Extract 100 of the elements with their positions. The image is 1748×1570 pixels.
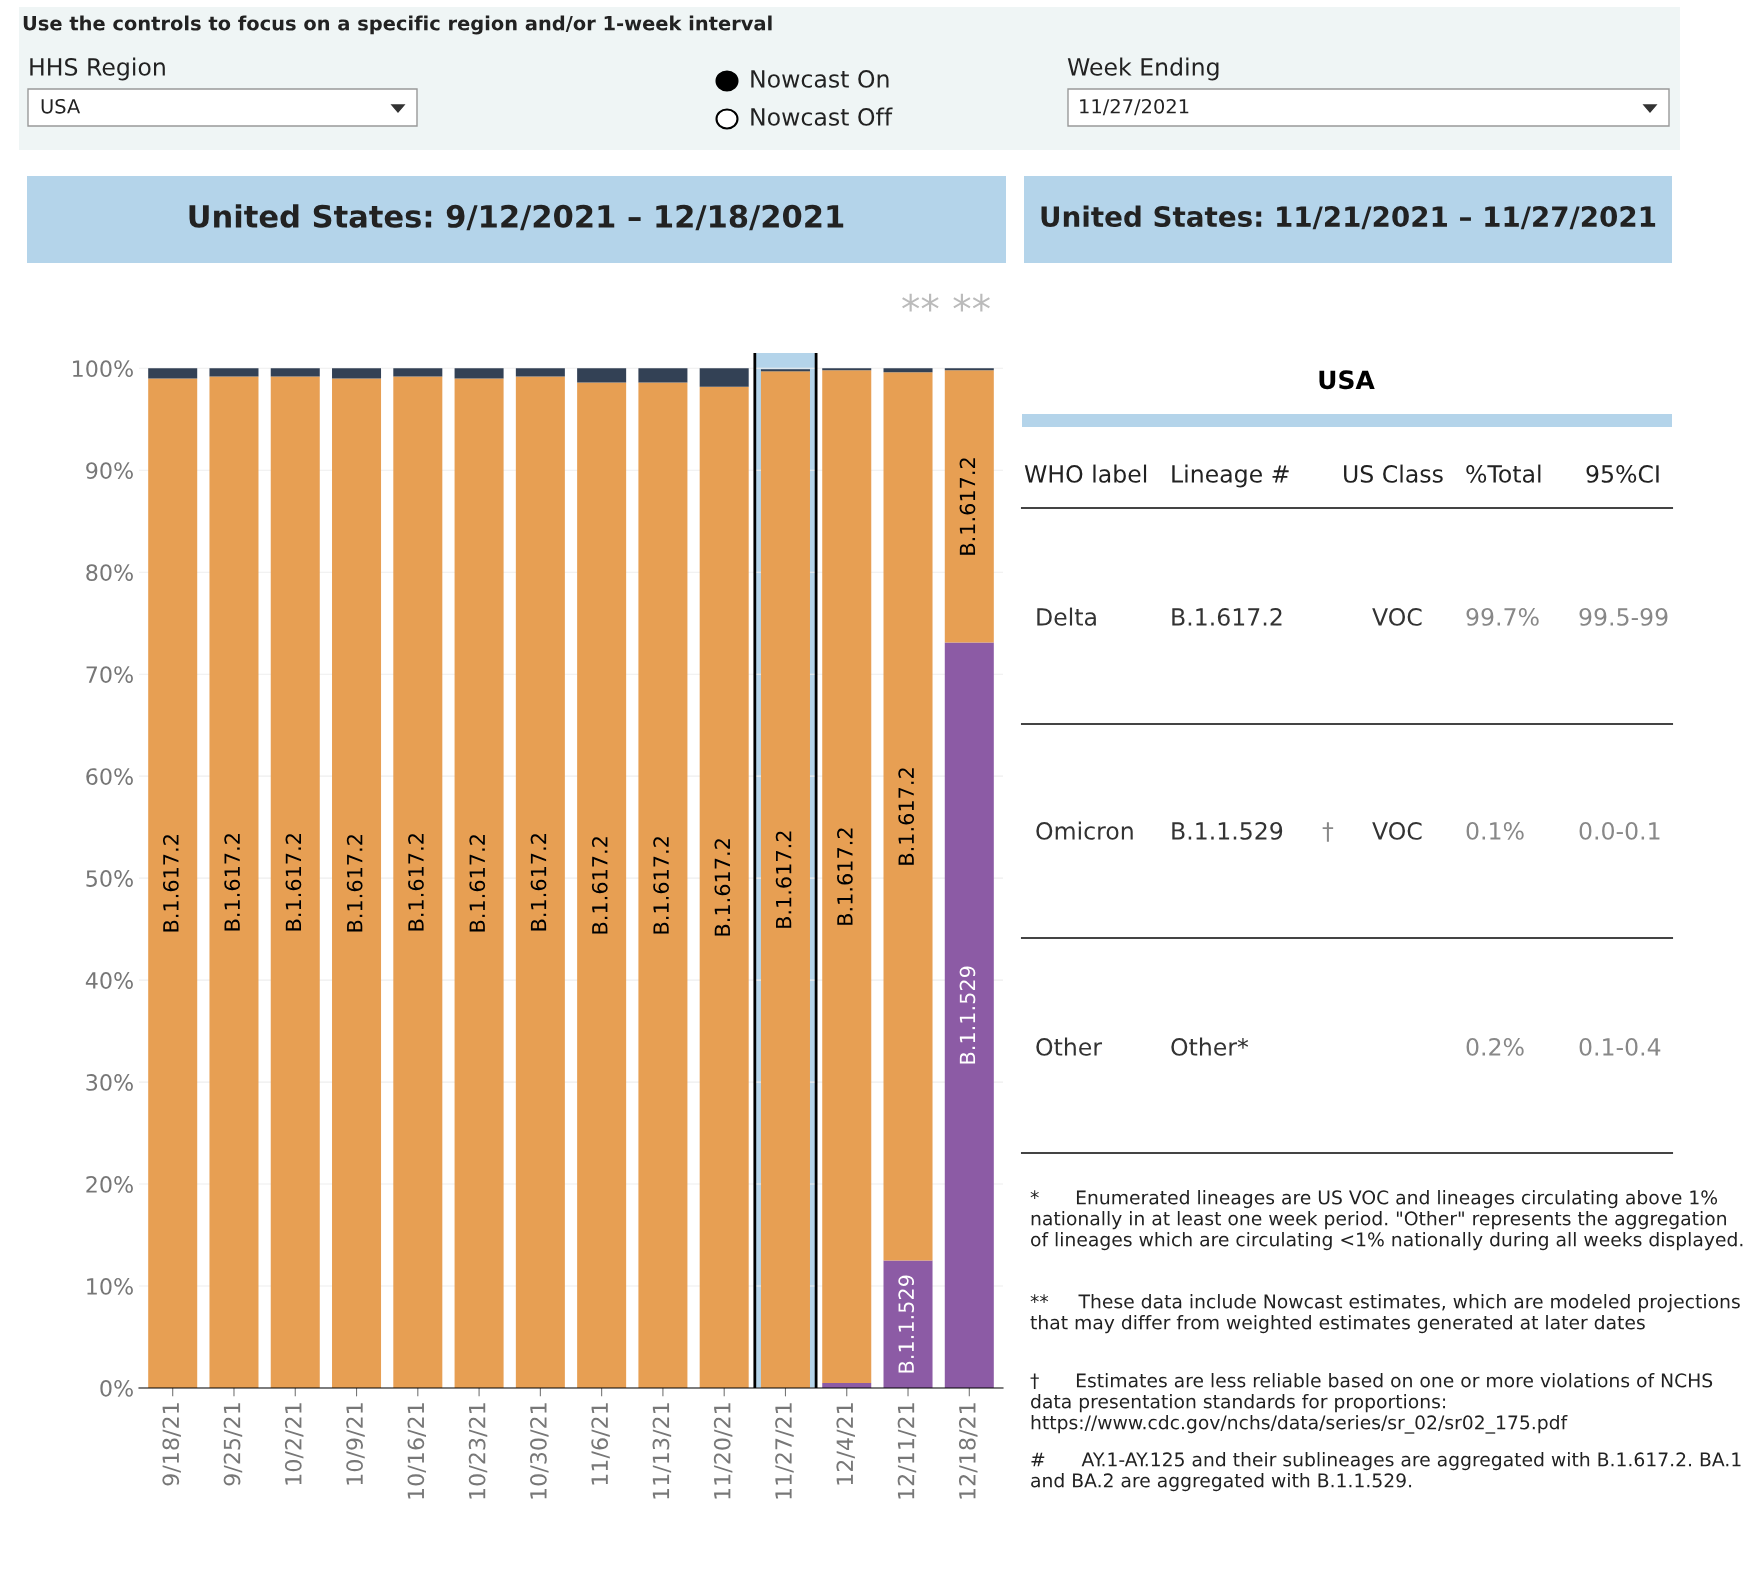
text: ** ** [902, 293, 990, 312]
text: Nowcast Off [751, 107, 893, 126]
x-tick-label: 11/6/21 [591, 1403, 610, 1485]
data-label: B.1.617.2 [775, 831, 792, 928]
x-tick-label: 10/16/21 [407, 1403, 426, 1499]
text: Week Ending [1067, 57, 1219, 81]
x-tick-label: 9/18/21 [162, 1403, 181, 1486]
data-label: B.1.617.2 [837, 828, 853, 925]
y-tick-label: 70% [86, 666, 133, 683]
y-tick-label: 50% [86, 870, 133, 887]
bar [822, 368, 872, 371]
x-tick-label: 10/23/21 [468, 1403, 488, 1499]
bar [515, 368, 565, 377]
chart-title: United States: 9/12/2021 – 12/18/2021 [189, 204, 844, 231]
text: USA [41, 98, 81, 114]
text: 0.1% [1466, 821, 1524, 840]
bar [393, 376, 443, 1388]
text: VOC [1372, 607, 1422, 626]
text: VOC [1372, 821, 1422, 840]
x-tick-label: 11/13/21 [652, 1403, 672, 1499]
text: † [1322, 822, 1334, 842]
y-tick-label: 40% [85, 972, 133, 989]
text: 0.0-0.1 [1579, 821, 1660, 840]
x-tick-label: 12/11/21 [897, 1403, 917, 1499]
text: ** These data include Nowcast estimates, which are modeled projections that may differ from weighted estimates generated at later dates [1030, 1294, 1740, 1334]
text: Lineage # [1172, 464, 1289, 488]
x-tick-label: 12/18/21 [958, 1403, 978, 1499]
data-label: B.1.617.2 [346, 835, 363, 932]
bar [638, 368, 688, 383]
bar [270, 368, 320, 377]
text: 95%CI [1586, 464, 1659, 483]
text: Omicron [1036, 821, 1133, 840]
bar [760, 369, 810, 372]
data-label: B.1.617.2 [959, 458, 976, 555]
x-tick-label: 10/2/21 [284, 1403, 304, 1485]
y-tick-label: 90% [86, 462, 133, 480]
y-tick-label: 10% [87, 1277, 133, 1295]
data-label: B.1.1.529 [959, 966, 976, 1064]
x-tick-label: 11/20/21 [713, 1403, 733, 1499]
text: # AY.1-AY.125 and their sublineages are aggregated with B.1.617.2. BA.1 and BA.2 are aggregated with B.1.1.529. [1031, 1452, 1741, 1492]
bar [944, 642, 994, 1388]
data-label: B.1.617.2 [162, 835, 179, 932]
x-tick-label: 9/25/21 [223, 1403, 243, 1486]
bar [638, 382, 688, 1388]
text: 99.7% [1466, 607, 1539, 626]
text: US Class [1344, 464, 1443, 483]
bar [699, 368, 749, 387]
data-label: B.1.617.2 [898, 768, 915, 865]
data-label: B.1.617.2 [408, 834, 424, 931]
data-label: B.1.617.2 [469, 835, 486, 932]
data-label: B.1.1.529 [898, 1275, 915, 1373]
bar [393, 368, 443, 377]
bar [883, 368, 933, 373]
text: %Total [1466, 464, 1541, 483]
y-tick-label: 0% [100, 1379, 133, 1397]
y-tick-label: 80% [86, 564, 133, 581]
bar [148, 368, 198, 379]
bar [944, 368, 994, 371]
x-tick-label: 11/27/21 [775, 1403, 794, 1499]
data-label: B.1.617.2 [285, 834, 302, 931]
text: † Estimates are less reliable based on one or more violations of NCHS data presentation standards for proportions: https://www.cdc.gov/nchs/data/series/sr_02/sr02_175.pdf [1030, 1373, 1713, 1434]
y-tick-label: 30% [86, 1074, 133, 1091]
y-tick-label: 100% [73, 360, 133, 378]
text: United States: 11/21/2021 – 11/27/2021 [1041, 205, 1656, 230]
data-label: B.1.617.2 [224, 834, 241, 931]
bar [454, 378, 504, 1388]
bar [209, 376, 259, 1388]
bar [515, 376, 565, 1388]
bar [883, 1260, 933, 1388]
y-tick-label: 20% [86, 1176, 133, 1193]
text: HHS Region [30, 57, 165, 81]
text: 0.2% [1466, 1037, 1524, 1056]
text: USA [1319, 370, 1375, 390]
bar [209, 368, 259, 377]
text: 11/27/2021 [1080, 98, 1189, 116]
text: Other* [1171, 1037, 1249, 1056]
y-tick-label: 60% [86, 768, 133, 785]
bar [270, 376, 320, 1388]
text: Other [1036, 1037, 1103, 1056]
text: B.1.617.2 [1172, 607, 1282, 626]
text: Use the controls to focus on a specific region and/or 1-week interval [23, 15, 772, 35]
text: Nowcast On [751, 69, 889, 88]
bar [699, 386, 749, 1388]
bar [454, 368, 504, 379]
bar [332, 378, 382, 1388]
bar [577, 368, 627, 383]
data-label: B.1.617.2 [591, 837, 608, 934]
bar [148, 378, 198, 1388]
bar [332, 368, 382, 379]
bar [883, 372, 933, 1261]
text: 99.5-99 [1579, 607, 1668, 626]
bar [822, 370, 872, 1383]
data-label: B.1.617.2 [714, 839, 731, 936]
bar [944, 370, 994, 643]
x-tick-label: 12/4/21 [836, 1403, 855, 1485]
text: B.1.1.529 [1172, 821, 1283, 840]
text: Delta [1037, 607, 1096, 626]
text: * Enumerated lineages are US VOC and lineages circulating above 1% nationally in at least one week period. "Other" represents the aggregation of lineages which are circulating <1% nationally during all weeks displayed. [1030, 1190, 1743, 1251]
text: WHO label [1024, 464, 1147, 483]
x-tick-label: 10/9/21 [346, 1403, 365, 1485]
